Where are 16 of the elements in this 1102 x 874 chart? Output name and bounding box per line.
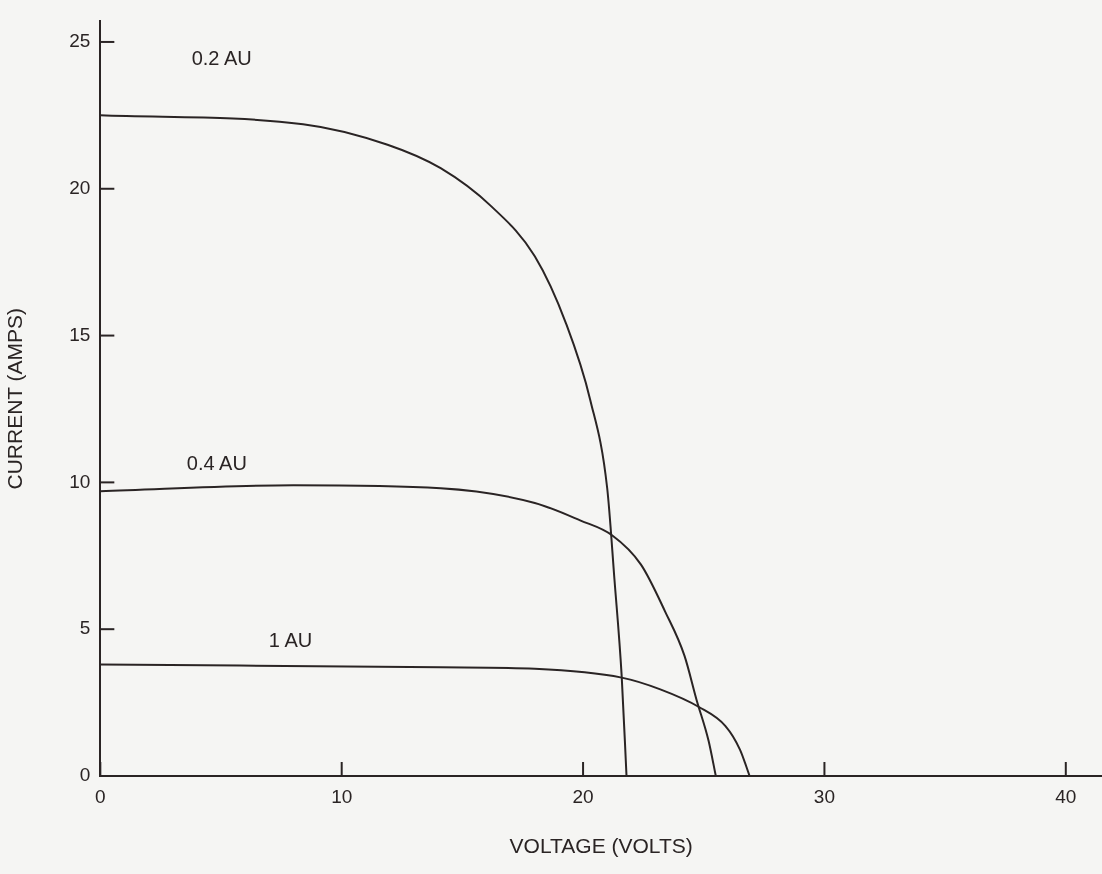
y-tick-label: 0 [79, 764, 91, 786]
text: 0.2 AU [191, 47, 252, 70]
x-axis-title: VOLTAGE (VOLTS) [509, 834, 693, 858]
x-tick-label: 0 [95, 785, 106, 807]
x-tick-label: 20 [572, 785, 594, 807]
x-tick-label: 10 [331, 785, 353, 807]
series-label: 1 AU [268, 629, 313, 652]
y-tick-label: 20 [69, 177, 91, 198]
x-tick-label: 30 [813, 785, 835, 807]
series-label: 0.4 AU [186, 451, 247, 474]
y-tick-label: 25 [69, 30, 91, 52]
y-tick-label: 10 [69, 470, 91, 492]
y-axis-title: CURRENT (AMPS) [3, 307, 27, 490]
y-tick-label: 15 [69, 323, 91, 345]
y-tick-label: 5 [79, 617, 91, 639]
x-tick-label: 40 [1055, 785, 1077, 807]
